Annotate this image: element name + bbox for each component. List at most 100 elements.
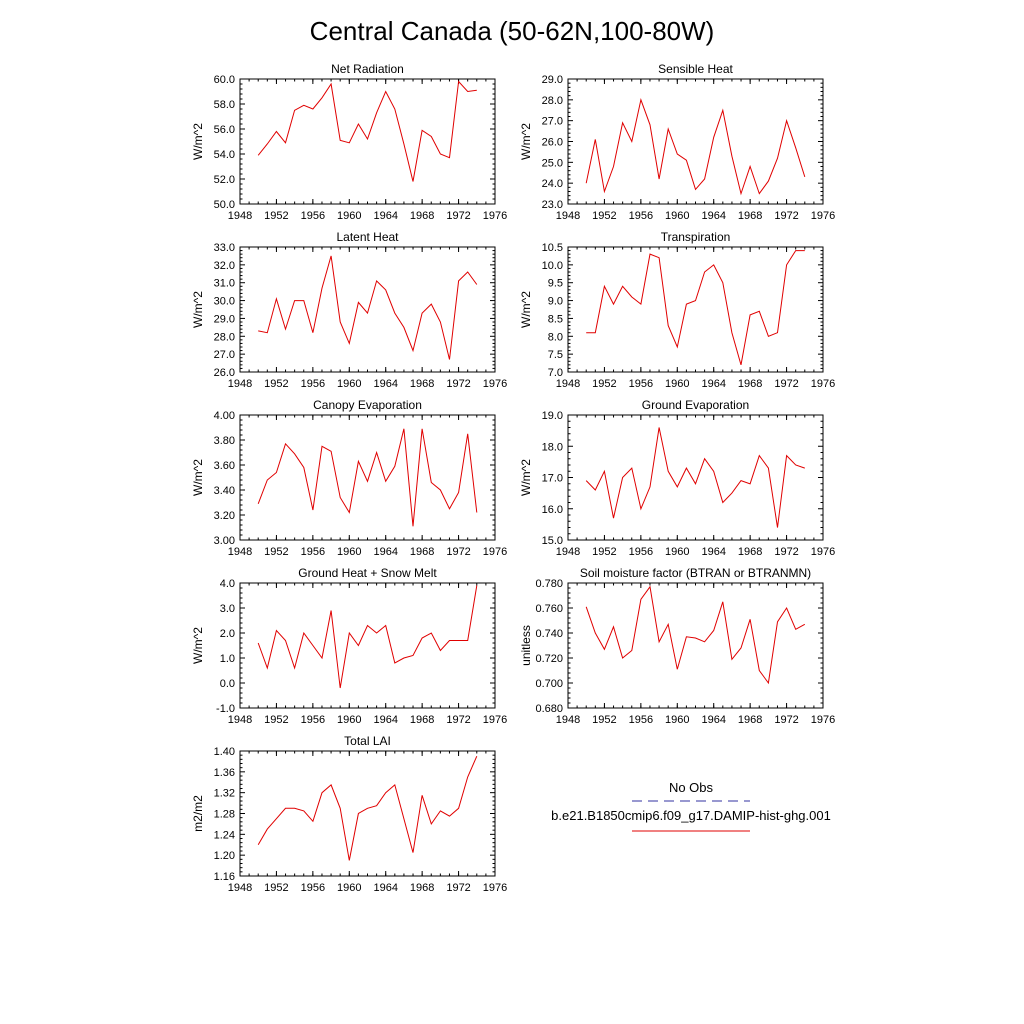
series-line <box>585 427 805 528</box>
x-tick-label: 1964 <box>701 210 725 222</box>
y-tick-label: 3.00 <box>214 535 235 547</box>
x-tick-label: 1960 <box>665 546 689 558</box>
x-tick-label: 1952 <box>592 378 616 390</box>
x-tick-label: 1972 <box>774 210 798 222</box>
y-tick-label: 3.60 <box>214 460 235 472</box>
panel-total-lai: Total LAI m2/m2 1948 1952 1956 1960 1964 1968 19… <box>191 734 507 894</box>
x-tick-label: 1960 <box>337 546 361 558</box>
panel-canopy-evaporation: Canopy Evaporation W/m^2 1948 1952 1956 1960 1… <box>191 398 507 558</box>
x-tick-label: 1964 <box>701 714 725 726</box>
x-tick-label: 1972 <box>446 882 470 894</box>
x-tick-label: 1972 <box>446 546 470 558</box>
y-tick-label: 52.0 <box>214 174 235 186</box>
y-tick-label: 8.5 <box>548 313 563 325</box>
x-tick-label: 1964 <box>373 546 397 558</box>
x-tick-label: 1964 <box>373 882 397 894</box>
y-tick-label: 50.0 <box>214 199 235 211</box>
x-tick-label: 1972 <box>774 378 798 390</box>
series-line <box>258 255 478 360</box>
y-tick-label: -1.0 <box>216 703 235 715</box>
x-tick-label: 1976 <box>483 546 507 558</box>
y-tick-label: 1.16 <box>214 871 235 883</box>
y-tick-label: 9.5 <box>548 278 563 290</box>
y-tick-label: 18.0 <box>542 441 563 453</box>
panel-net-radiation: Net Radiation W/m^2 1948 1952 1956 1960 1964 19… <box>191 62 507 222</box>
series-line <box>257 755 478 861</box>
x-tick-label: 1972 <box>774 714 798 726</box>
panel-title: Ground Heat + Snow Melt <box>298 566 437 580</box>
x-tick-label: 1960 <box>337 882 361 894</box>
x-tick-label: 1960 <box>337 378 361 390</box>
y-tick-label: 1.0 <box>220 653 235 665</box>
x-tick-label: 1956 <box>629 378 653 390</box>
plot-frame <box>239 414 496 541</box>
y-axis-label: W/m^2 <box>191 123 205 160</box>
y-tick-label: 2.0 <box>220 628 235 640</box>
x-tick-label: 1948 <box>228 546 252 558</box>
x-tick-label: 1976 <box>811 546 835 558</box>
panel-ground-heat-snow-melt: Ground Heat + Snow Melt W/m^2 1948 1952 1956… <box>191 566 507 726</box>
x-tick-label: 1968 <box>738 210 762 222</box>
y-tick-label: 24.0 <box>542 178 563 190</box>
y-tick-label: 15.0 <box>542 535 563 547</box>
x-tick-label: 1952 <box>264 546 288 558</box>
y-tick-label: 58.0 <box>214 99 235 111</box>
y-tick-label: 29.0 <box>214 313 235 325</box>
y-axis-label: W/m^2 <box>191 459 205 496</box>
panel-title: Ground Evaporation <box>642 398 749 412</box>
x-tick-label: 1976 <box>483 714 507 726</box>
panel-title: Transpiration <box>661 230 731 244</box>
y-tick-label: 28.0 <box>214 331 235 343</box>
panel-transpiration: Transpiration W/m^2 1948 1952 1956 1960 1964 19… <box>519 230 835 390</box>
x-tick-label: 1956 <box>629 714 653 726</box>
panel-title: Net Radiation <box>331 62 404 76</box>
y-tick-label: 0.740 <box>535 628 563 640</box>
series-line <box>257 585 478 689</box>
y-tick-label: 17.0 <box>542 473 563 485</box>
series-line <box>585 98 806 196</box>
plot-frame <box>567 246 824 373</box>
legend: No Obs b.e21.B1850cmip6.f09_g17.DAMIP-hi… <box>551 780 831 832</box>
x-tick-label: 1948 <box>556 546 580 558</box>
series-line <box>257 428 478 527</box>
y-tick-label: 9.0 <box>548 296 563 308</box>
y-tick-label: 4.0 <box>220 578 235 590</box>
x-tick-label: 1956 <box>629 210 653 222</box>
y-tick-label: 7.0 <box>548 367 563 379</box>
legend-obs-label: No Obs <box>669 780 714 795</box>
y-tick-label: 0.720 <box>535 653 563 665</box>
y-tick-label: 28.0 <box>542 95 563 107</box>
y-tick-label: 8.0 <box>548 331 563 343</box>
y-tick-label: 30.0 <box>214 296 235 308</box>
panel-title: Total LAI <box>344 734 391 748</box>
x-tick-label: 1960 <box>665 714 689 726</box>
x-tick-label: 1960 <box>665 378 689 390</box>
plot-frame <box>567 414 824 541</box>
y-tick-label: 3.20 <box>214 510 235 522</box>
x-tick-label: 1952 <box>592 714 616 726</box>
y-tick-label: 0.760 <box>535 603 563 615</box>
x-tick-label: 1956 <box>301 546 325 558</box>
x-tick-label: 1976 <box>483 210 507 222</box>
y-tick-label: 27.0 <box>214 349 235 361</box>
series-line <box>586 250 805 366</box>
y-tick-label: 1.36 <box>214 767 235 779</box>
y-tick-label: 0.780 <box>535 578 563 590</box>
x-tick-label: 1976 <box>483 378 507 390</box>
x-tick-label: 1964 <box>701 378 725 390</box>
y-tick-label: 1.40 <box>214 746 235 758</box>
y-tick-label: 4.00 <box>214 410 235 422</box>
x-tick-label: 1956 <box>301 882 325 894</box>
y-axis-label: W/m^2 <box>519 459 533 496</box>
x-tick-label: 1952 <box>264 714 288 726</box>
x-tick-label: 1948 <box>228 714 252 726</box>
x-tick-label: 1960 <box>337 210 361 222</box>
x-tick-label: 1968 <box>738 378 762 390</box>
y-tick-label: 26.0 <box>214 367 235 379</box>
y-tick-label: 19.0 <box>542 410 563 422</box>
x-tick-label: 1976 <box>483 882 507 894</box>
panel-soil-moisture-factor-btran-or-btranmn: Soil moisture factor (BTRAN or BTRANMN) u… <box>519 566 835 726</box>
x-tick-label: 1964 <box>373 210 397 222</box>
x-tick-label: 1964 <box>373 378 397 390</box>
y-tick-label: 54.0 <box>214 149 235 161</box>
